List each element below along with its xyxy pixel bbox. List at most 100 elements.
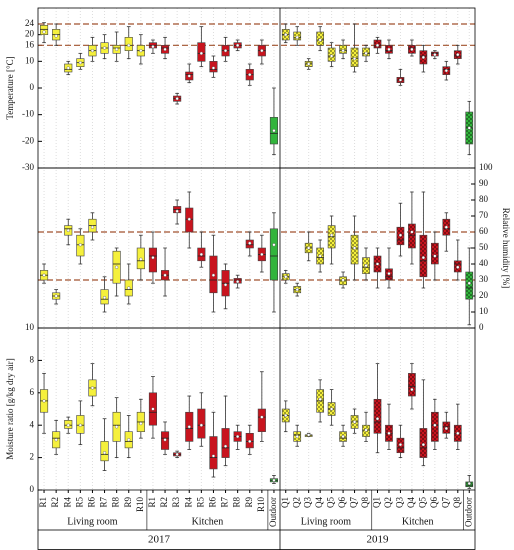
mean-marker [467,126,471,130]
mean-marker [398,78,403,82]
x-tick-label: R10 [135,497,145,513]
x-tick-label: R4 [183,497,193,508]
mean-marker [248,241,252,245]
mean-marker [236,434,240,439]
mean-marker [307,433,311,437]
mean-marker [318,38,322,42]
x-tick-label: R7 [99,497,109,508]
mean-marker [295,35,299,39]
mean-marker [352,246,357,250]
mean-marker [127,438,131,442]
box [209,436,218,470]
mean-marker [398,443,403,447]
group-label: Kitchen [402,516,434,527]
mean-marker [139,421,143,426]
mean-marker [467,281,471,285]
mean-marker [375,417,380,421]
x-tick-label: Q7 [349,497,359,508]
x-tick-label: R1 [147,497,157,508]
mean-marker [364,428,368,432]
mean-marker [199,51,203,55]
x-tick-label: R2 [159,497,169,508]
mean-marker [295,288,299,292]
mean-marker [78,61,82,65]
year-label: 2019 [367,534,390,546]
mean-marker [211,454,216,458]
y-tick-label: 90 [479,178,489,188]
year-label: 2017 [148,534,171,546]
mean-marker [272,243,276,247]
group-label: Kitchen [192,516,224,527]
y-tick-label: -30 [22,162,34,172]
mean-marker [90,225,95,229]
mean-marker [90,386,95,390]
x-tick-label: Q2 [291,497,301,508]
mean-marker [318,397,322,401]
mean-marker [151,407,155,411]
mean-marker [199,252,203,256]
mean-marker [187,217,191,221]
box [269,228,279,281]
mean-marker [341,49,345,53]
x-tick-label: Q3 [395,497,405,508]
mean-marker [115,265,119,269]
box [197,408,206,439]
mean-marker [260,49,264,53]
mean-marker [66,423,70,427]
group-label: Outdoor [268,497,278,527]
mean-marker [410,230,414,234]
x-tick-label: R6 [208,497,218,508]
mean-marker [410,387,414,392]
mean-marker [139,257,143,261]
box [419,428,428,458]
x-tick-label: R4 [62,497,72,508]
year-row [37,529,476,550]
mean-marker [433,423,437,427]
x-tick-label: R7 [220,497,230,508]
y-tick-label: 24 [25,18,35,28]
mean-marker [115,425,119,429]
x-tick-label: Q7 [440,497,450,508]
mean-marker [387,272,391,276]
mean-marker [330,407,334,411]
y-tick-label: 70 [479,210,489,220]
y-tick-label: 20 [479,290,489,300]
x-tick-label: R5 [74,497,84,508]
mean-marker [284,33,288,37]
mean-marker [272,478,276,482]
mean-marker [102,451,107,455]
mean-marker [444,69,448,73]
y-tick-label: 0 [30,484,35,494]
y-tick-label: 4 [30,419,35,429]
x-tick-label: R10 [256,497,266,513]
mean-marker [223,444,228,448]
mean-marker [421,55,425,59]
mean-marker [223,283,228,287]
box [257,408,266,432]
x-tick-label: Q5 [417,497,427,508]
y-tick-label: 0 [30,82,35,92]
panel-frame [37,7,476,169]
x-tick-label: Q5 [326,497,336,508]
mean-marker [211,273,216,277]
box [465,271,474,300]
mean-marker [352,420,357,424]
x-tick-label: R6 [87,497,97,508]
y-tick-label: 10 [25,55,35,65]
mean-marker [199,423,203,427]
mean-marker [211,66,216,70]
mean-marker [375,43,380,47]
mean-marker [66,66,70,70]
mean-marker [78,243,82,247]
mean-marker [127,286,131,290]
x-tick-label: R3 [171,497,181,508]
mean-marker [444,225,448,229]
mean-marker [175,209,179,213]
mean-marker [163,47,167,51]
mean-marker [364,51,368,55]
x-tick-label: R5 [195,497,205,508]
mean-marker [433,254,437,258]
group-label: Living room [301,516,351,527]
mean-marker [284,413,288,418]
